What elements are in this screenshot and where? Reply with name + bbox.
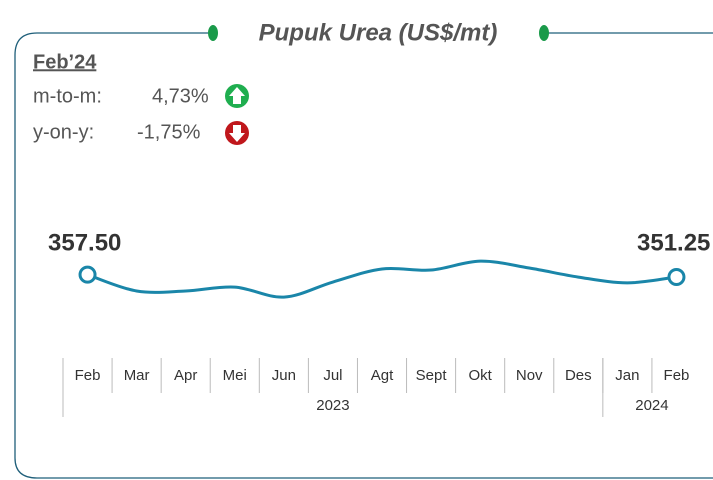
- title-dot: [208, 25, 218, 41]
- x-tick-label: Jan: [615, 367, 639, 384]
- x-tick-label: Okt: [468, 367, 492, 384]
- x-tick-label: Mar: [124, 367, 150, 384]
- change-label: m-to-m:: [33, 85, 102, 107]
- x-tick-label: Jun: [272, 367, 296, 384]
- x-tick-label: Apr: [174, 367, 197, 384]
- down-icon: [225, 121, 249, 145]
- x-tick-label: Feb: [664, 367, 690, 384]
- x-tick-label: Sept: [416, 367, 448, 384]
- x-tick-label: Des: [565, 367, 592, 384]
- x-tick-label: Feb: [75, 367, 101, 384]
- x-tick-label: Nov: [516, 367, 543, 384]
- up-icon: [225, 84, 249, 108]
- x-group-label: 2023: [316, 397, 349, 414]
- period: Feb’24: [33, 51, 97, 73]
- end-point: [78, 265, 97, 284]
- change-value: 4,73%: [152, 85, 209, 107]
- x-group-label: 2024: [635, 397, 668, 414]
- end-point: [667, 267, 686, 286]
- change-value: -1,75%: [137, 121, 201, 143]
- chart-title: Pupuk Urea (US$/mt): [259, 19, 498, 46]
- line: [87, 259, 677, 299]
- data-label: 357.50: [48, 229, 121, 256]
- frame: [14, 32, 713, 479]
- x-tick-label: Jul: [323, 367, 342, 384]
- x-tick-label: Agt: [371, 367, 394, 384]
- x-tick-label: Mei: [223, 367, 247, 384]
- title-dot: [539, 25, 549, 41]
- data-label: 351.25: [637, 229, 710, 256]
- change-label: y-on-y:: [33, 121, 94, 143]
